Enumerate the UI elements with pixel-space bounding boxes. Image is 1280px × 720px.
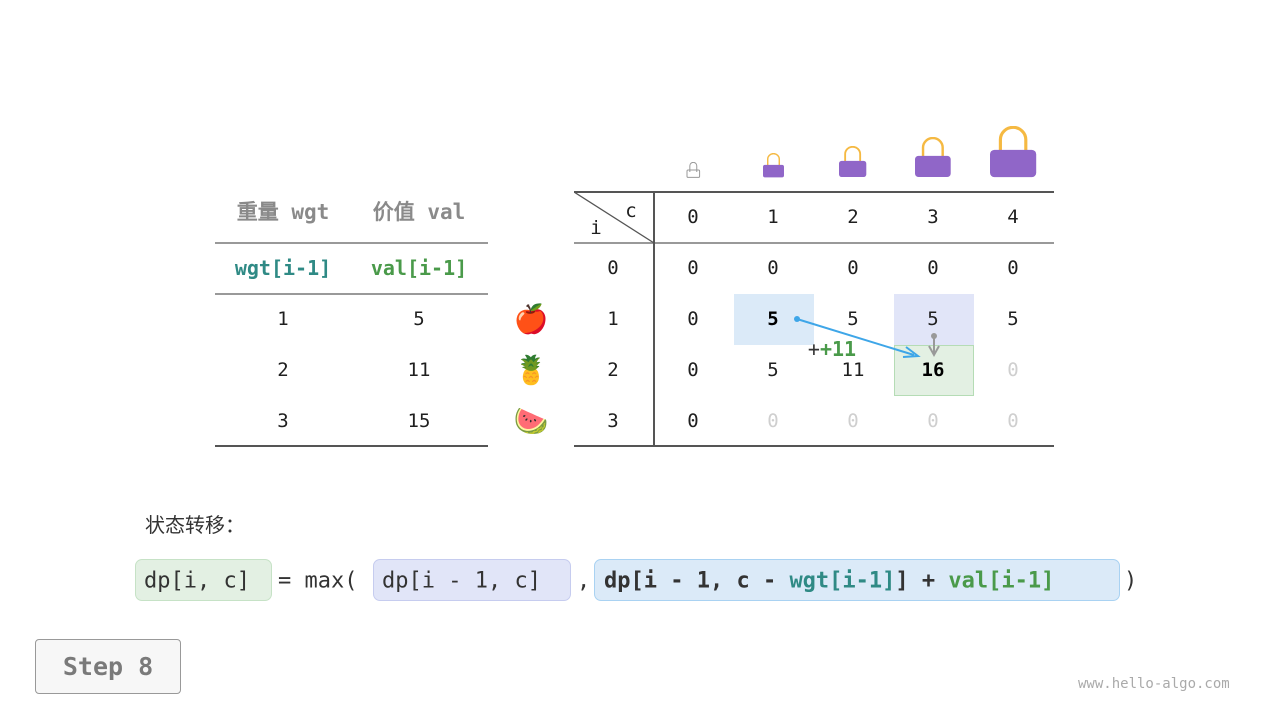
- corner-row-label: i: [590, 217, 602, 239]
- dp-cell: 0: [927, 410, 939, 432]
- formula-comma: ,: [577, 568, 591, 594]
- dp-cell: 0: [1007, 410, 1019, 432]
- knapsack-icon: [915, 137, 951, 177]
- col-header: 3: [927, 206, 939, 228]
- col-header: 2: [847, 206, 859, 228]
- dp-cell: 0: [927, 257, 939, 279]
- lhs-box: [135, 559, 272, 601]
- dp-cell: 5: [927, 308, 939, 330]
- subheader-wgt: wgt[i-1]: [234, 256, 332, 280]
- weight-cell: 1: [277, 308, 289, 330]
- dp-cell: 0: [687, 359, 699, 381]
- formula-lhs: dp[i, c]: [144, 568, 250, 594]
- arg2-part: ] +: [895, 568, 949, 594]
- value-cell: 11: [407, 359, 431, 381]
- dp-cell: 5: [847, 308, 859, 330]
- dp-cell: 0: [687, 308, 699, 330]
- knapsack-icon: [686, 161, 700, 178]
- header-value: 价值 val: [372, 200, 466, 224]
- corner-col-label: c: [625, 200, 637, 222]
- divider: [215, 445, 488, 447]
- dp-cell: 5: [1007, 308, 1019, 330]
- dp-cell: 0: [1007, 257, 1019, 279]
- formula-arg1: dp[i - 1, c]: [382, 568, 541, 594]
- dp-cell: 11: [841, 359, 865, 381]
- weight-cell: 2: [277, 359, 289, 381]
- dp-cell: 0: [767, 257, 779, 279]
- arg2-box: [594, 559, 1120, 601]
- dp-cell: 0: [847, 257, 859, 279]
- row-header: 1: [607, 308, 619, 330]
- header-weight: 重量 wgt: [236, 200, 330, 224]
- dp-cell: 0: [687, 257, 699, 279]
- knapsack-icon: [762, 152, 784, 177]
- row-header: 2: [607, 359, 619, 381]
- arg2-wgt: wgt[i-1]: [789, 568, 896, 594]
- arg1-box: [373, 559, 571, 601]
- table-bottom-border: [574, 445, 1054, 447]
- value-cell: 5: [413, 308, 425, 330]
- table-top-border: [574, 191, 1054, 193]
- formula-label: 状态转移：: [145, 513, 245, 537]
- dp-cell: 5: [767, 308, 779, 330]
- row-header-divider: [653, 192, 655, 446]
- dp-cell: 0: [687, 410, 699, 432]
- divider: [215, 293, 488, 295]
- row-header: 0: [607, 257, 619, 279]
- col-header: 1: [767, 206, 779, 228]
- pineapple-icon: 🍍: [513, 353, 549, 387]
- row-header: 3: [607, 410, 619, 432]
- corner-diagonal: [574, 192, 654, 244]
- dp-cell: 0: [767, 410, 779, 432]
- header-divider: [574, 242, 1054, 244]
- dp-cell: 16: [921, 359, 945, 381]
- watermark: www.hello-algo.com: [1078, 676, 1230, 692]
- step-button[interactable]: Step 8: [35, 639, 181, 694]
- subheader-val: val[i-1]: [370, 256, 468, 280]
- arg2-part: dp[i - 1, c -: [604, 568, 790, 594]
- add-value: +11: [819, 337, 857, 361]
- col-header: 0: [687, 206, 699, 228]
- formula-close: ): [1124, 568, 1138, 594]
- divider: [215, 242, 488, 244]
- col-header: 4: [1007, 206, 1019, 228]
- arg2-val: val[i-1]: [948, 568, 1055, 594]
- dp-cell: 0: [1007, 359, 1019, 381]
- value-cell: 15: [407, 410, 431, 432]
- dp-cell: 5: [767, 359, 779, 381]
- knapsack-icon: [989, 125, 1037, 177]
- watermelon-icon: 🍉: [513, 404, 549, 438]
- knapsack-icon: [839, 145, 867, 177]
- formula-eq: = max(: [278, 568, 358, 594]
- weight-cell: 3: [277, 410, 289, 432]
- formula-arg2: dp[i - 1, c - wgt[i-1]] + val[i-1]: [604, 569, 1054, 594]
- dp-cell: 0: [847, 410, 859, 432]
- add-value-label: ++11: [807, 337, 857, 361]
- apple-icon: 🍎: [513, 302, 549, 336]
